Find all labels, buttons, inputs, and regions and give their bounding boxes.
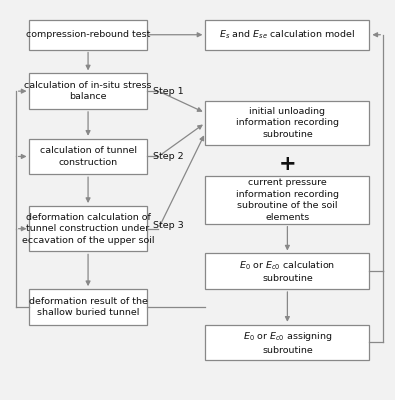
Text: $E_s$ and $E_{se}$ calculation model: $E_s$ and $E_{se}$ calculation model xyxy=(220,28,355,41)
Text: deformation result of the
shallow buried tunnel: deformation result of the shallow buried… xyxy=(28,297,147,317)
Text: initial unloading
information recording
subroutine: initial unloading information recording … xyxy=(236,107,339,139)
Text: Step 2: Step 2 xyxy=(152,152,183,161)
Text: $E_0$ or $E_{c0}$ assigning
subroutine: $E_0$ or $E_{c0}$ assigning subroutine xyxy=(243,330,332,355)
FancyBboxPatch shape xyxy=(30,20,147,50)
Text: Step 1: Step 1 xyxy=(152,87,183,96)
FancyBboxPatch shape xyxy=(205,176,369,224)
FancyBboxPatch shape xyxy=(30,289,147,325)
FancyBboxPatch shape xyxy=(30,206,147,252)
FancyBboxPatch shape xyxy=(30,139,147,174)
FancyBboxPatch shape xyxy=(205,101,369,144)
Text: +: + xyxy=(278,154,296,174)
FancyBboxPatch shape xyxy=(205,20,369,50)
Text: compression-rebound test: compression-rebound test xyxy=(26,30,150,39)
FancyBboxPatch shape xyxy=(30,73,147,109)
Text: current pressure
information recording
subroutine of the soil
elements: current pressure information recording s… xyxy=(236,178,339,222)
Text: calculation of in-situ stress
balance: calculation of in-situ stress balance xyxy=(24,81,152,101)
Text: Step 3: Step 3 xyxy=(152,221,183,230)
FancyBboxPatch shape xyxy=(205,325,369,360)
Text: $E_0$ or $E_{c0}$ calculation
subroutine: $E_0$ or $E_{c0}$ calculation subroutine xyxy=(239,259,335,283)
Text: calculation of tunnel
construction: calculation of tunnel construction xyxy=(40,146,137,167)
FancyBboxPatch shape xyxy=(205,254,369,289)
Text: deformation calculation of
tunnel construction under
eccavation of the upper soi: deformation calculation of tunnel constr… xyxy=(22,213,154,245)
